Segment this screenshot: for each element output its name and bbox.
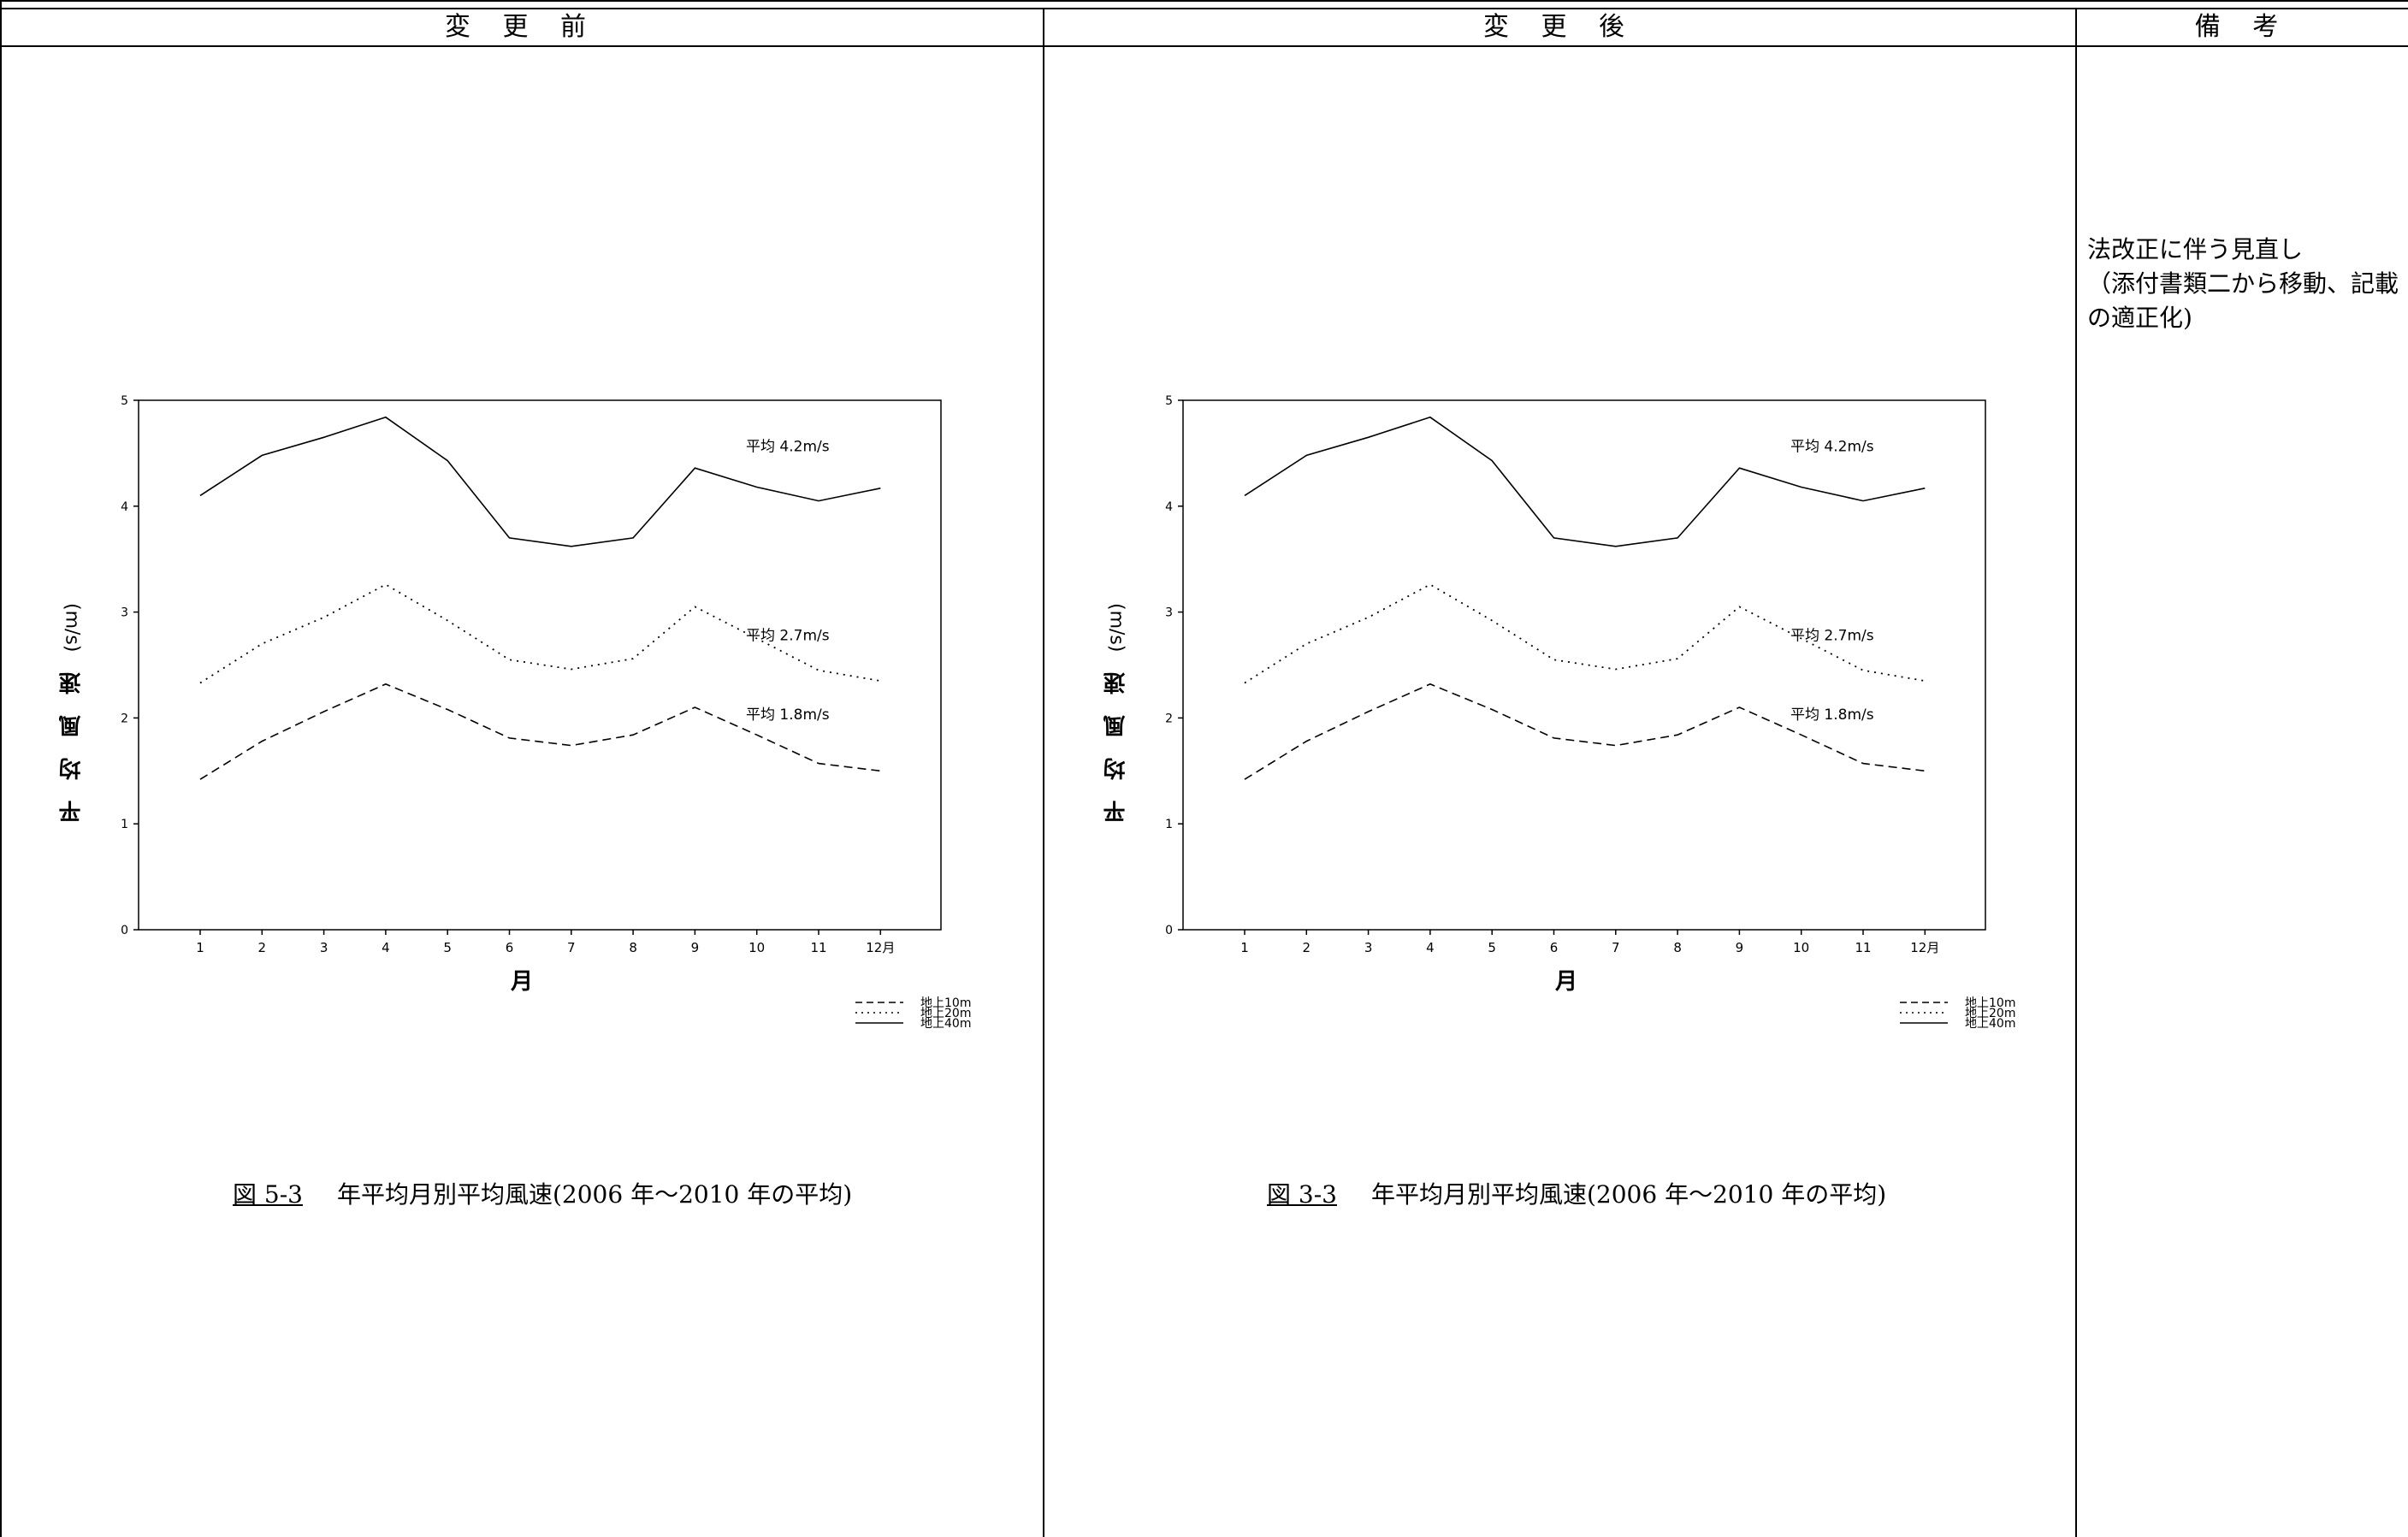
y-tick-label: 1 (121, 818, 128, 831)
series-annotation: 平均 1.8m/s (1790, 706, 1874, 724)
x-tick-label: 2 (258, 940, 267, 955)
legend-label: 地上20m (920, 1007, 971, 1020)
y-tick-label: 4 (121, 500, 128, 514)
remarks-cell: 法改正に伴う見直し （添付書類二から移動、記載 の適正化) (2087, 233, 2408, 335)
y-tick-label: 5 (1165, 394, 1173, 408)
y-axis-label-block: (m/s) (1106, 594, 1127, 652)
x-axis-label: 月 (510, 969, 533, 995)
x-tick-label: 7 (1612, 940, 1620, 955)
figure-caption: 図 5-3 年平均月別平均風速(2006 年～2010 年の平均) (233, 1176, 852, 1210)
y-tick-label: 1 (1165, 818, 1173, 831)
y-tick-label: 2 (1165, 712, 1173, 725)
x-tick-label: 12月 (1910, 940, 1939, 955)
legend-label: 地上20m (1965, 1007, 2015, 1020)
series-line-地上10m (199, 683, 881, 780)
figure-number: 図 5-3 (233, 1180, 303, 1209)
figure-number: 図 3-3 (1267, 1180, 1337, 1209)
x-tick-label: 7 (567, 940, 576, 955)
x-tick-label: 6 (506, 940, 514, 955)
x-tick-label: 2 (1303, 940, 1311, 955)
header-before: 変 更 前 (444, 12, 599, 42)
x-tick-label: 4 (1426, 940, 1435, 955)
header-divider (0, 45, 2408, 47)
y-tick-label: 3 (121, 606, 128, 620)
y-axis-unit: (m/s) (61, 603, 83, 653)
series-line-地上40m (1244, 416, 1926, 547)
x-tick-label: 3 (320, 940, 328, 955)
header-after: 変 更 後 (1482, 12, 1637, 42)
figure-caption: 図 3-3 年平均月別平均風速(2006 年～2010 年の平均) (1267, 1176, 1886, 1210)
x-tick-label: 3 (1364, 940, 1373, 955)
x-tick-label: 8 (629, 940, 637, 955)
x-tick-label: 8 (1673, 940, 1682, 955)
y-tick-label: 2 (121, 712, 128, 725)
series-annotation: 平均 4.2m/s (746, 439, 830, 456)
remarks-line-3: の適正化) (2087, 304, 2192, 332)
x-tick-label: 5 (443, 940, 452, 955)
series-line-地上40m (199, 416, 881, 547)
figure-title: 年平均月別平均風速(2006 年～2010 年の平均) (337, 1180, 853, 1209)
series-annotation: 平均 4.2m/s (1790, 439, 1874, 456)
panel-before: (m/s) 平均風速 0 1 2 3 4 5 1 2 3 4 5 6 7 8 9 10 11 12月月 平均 1.8… (0, 47, 1043, 1537)
y-axis-label: (m/s) 平均風速 (55, 594, 89, 851)
plot-frame (1182, 399, 1986, 931)
x-tick-label: 11 (1855, 940, 1871, 955)
x-tick-label: 1 (196, 940, 204, 955)
x-tick-label: 9 (1736, 940, 1744, 955)
y-tick-label: 0 (121, 924, 128, 937)
legend-label: 地上10m (1965, 996, 2015, 1010)
figure-title: 年平均月別平均風速(2006 年～2010 年の平均) (1371, 1180, 1887, 1209)
series-line-地上10m (1244, 683, 1926, 780)
y-axis-unit: (m/s) (1105, 603, 1127, 653)
remarks-line-1: 法改正に伴う見直し (2087, 235, 2304, 263)
series-annotation: 平均 2.7m/s (1790, 628, 1874, 645)
panel-after: (m/s) 平均風速 0 1 2 3 4 5 1 2 3 4 5 6 7 8 9 10 11 12月月 平均 1.8… (1044, 47, 2075, 1537)
legend-label: 地上10m (920, 996, 971, 1010)
x-tick-label: 6 (1550, 940, 1559, 955)
x-tick-label: 12月 (866, 940, 895, 955)
x-tick-label: 10 (748, 940, 765, 955)
table-top-border (0, 8, 2408, 9)
column-divider-2 (2075, 8, 2077, 1537)
series-annotation: 平均 1.8m/s (746, 706, 830, 724)
column-divider-1 (1043, 8, 1044, 1537)
x-tick-label: 5 (1488, 940, 1496, 955)
remarks-line-2: （添付書類二から移動、記載 (2087, 269, 2399, 298)
x-axis-label: 月 (1554, 969, 1577, 995)
plot-frame (138, 399, 942, 931)
y-tick-label: 3 (1165, 606, 1173, 620)
y-tick-label: 5 (121, 394, 128, 408)
y-axis-label: (m/s) 平均風速 (1099, 594, 1133, 851)
y-axis-label-block: (m/s) (62, 594, 83, 652)
legend-label: 地上40m (1965, 1017, 2015, 1031)
header-remarks: 備 考 (2194, 12, 2291, 42)
x-tick-label: 11 (810, 940, 826, 955)
x-tick-label: 4 (382, 940, 390, 955)
x-tick-label: 10 (1793, 940, 1809, 955)
x-tick-label: 9 (691, 940, 700, 955)
y-tick-label: 4 (1165, 500, 1173, 514)
x-tick-label: 1 (1240, 940, 1249, 955)
series-annotation: 平均 2.7m/s (746, 628, 830, 645)
legend-label: 地上40m (920, 1017, 971, 1031)
y-tick-label: 0 (1165, 924, 1173, 937)
